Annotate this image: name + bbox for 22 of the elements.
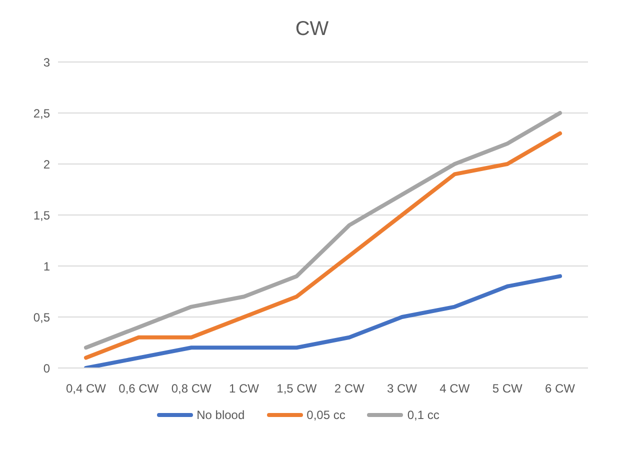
- y-tick-label: 0: [43, 361, 50, 376]
- x-tick-label: 2 CW: [334, 382, 366, 396]
- y-tick-label: 2,5: [33, 106, 50, 120]
- legend-label: No blood: [196, 408, 245, 422]
- x-tick-label: 6 CW: [545, 382, 576, 396]
- legend-label: 0,05 cc: [306, 408, 346, 422]
- x-tick-label: 0,4 CW: [66, 382, 107, 396]
- y-tick-label: 3: [43, 55, 50, 70]
- x-tick-label: 0,8 CW: [171, 382, 212, 396]
- y-tick-label: 2: [43, 157, 50, 172]
- x-tick-label: 5 CW: [492, 382, 524, 396]
- line-series: [84, 274, 562, 368]
- y-tick-label: 1: [43, 259, 50, 274]
- y-tick-label: 1,5: [33, 208, 50, 222]
- x-tick-label: 1 CW: [229, 382, 260, 396]
- x-tick-label: 4 CW: [440, 382, 470, 396]
- chart-title: CW: [294, 18, 330, 42]
- x-tick-label: 1,5 CW: [276, 382, 318, 396]
- legend-label: 0,1 cc: [407, 408, 440, 422]
- y-tick-label: 0,5: [33, 310, 50, 324]
- x-tick-label: 0,6 CW: [118, 382, 160, 396]
- x-tick-label: 3 CW: [387, 382, 418, 396]
